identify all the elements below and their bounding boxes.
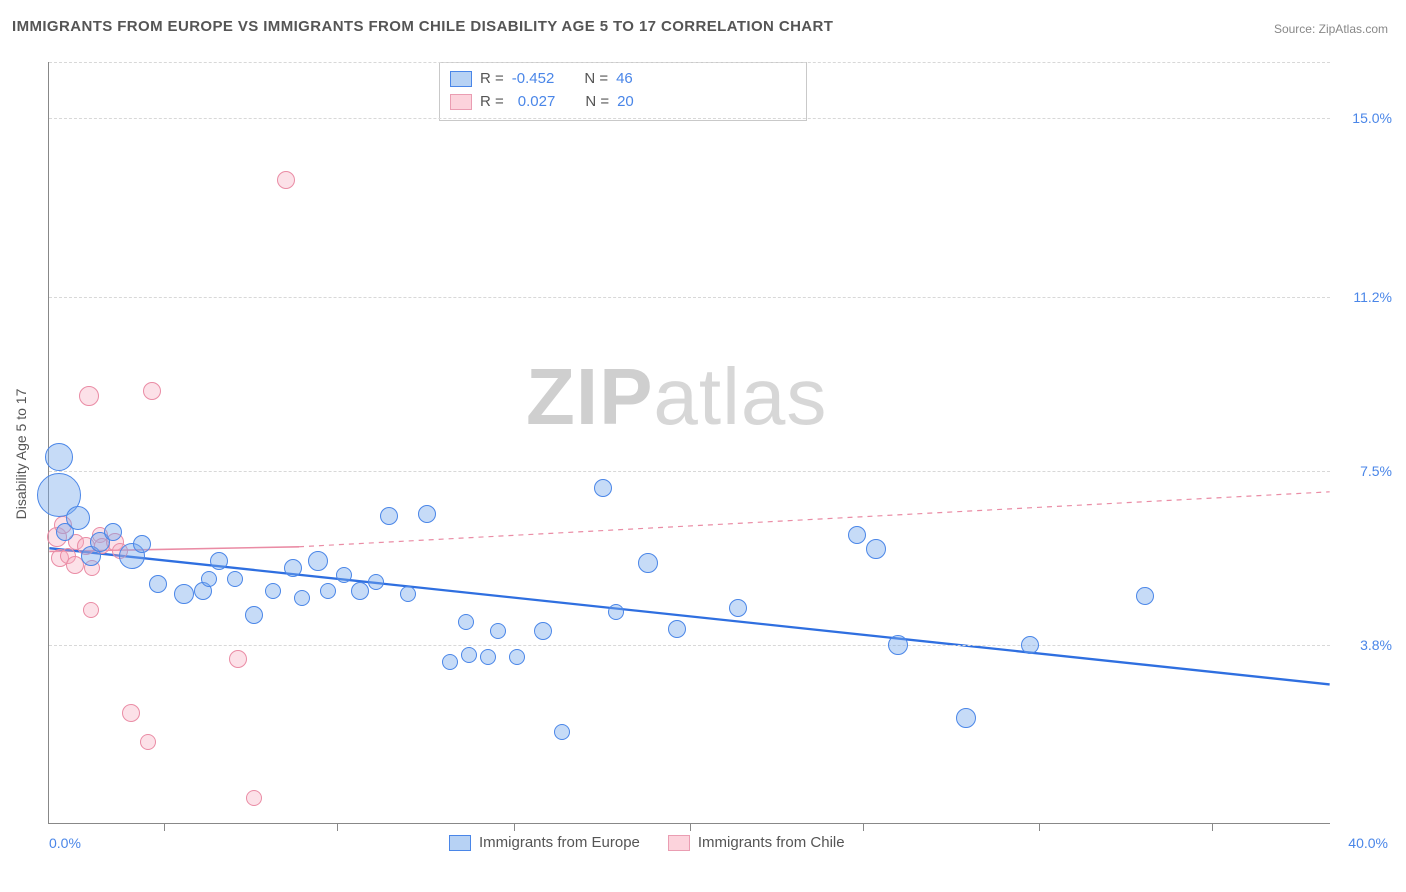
series-legend-item-blue: Immigrants from Europe <box>449 834 640 851</box>
data-point-blue <box>1136 587 1154 605</box>
data-point-blue <box>210 552 228 570</box>
data-point-blue <box>368 574 384 590</box>
data-point-blue <box>956 708 976 728</box>
swatch-pink-icon <box>450 94 472 110</box>
data-point-pink <box>143 382 161 400</box>
x-axis-max-label: 40.0% <box>1348 835 1388 851</box>
y-axis-label: Disability Age 5 to 17 <box>13 389 29 520</box>
data-point-blue <box>66 506 90 530</box>
stats-legend-row-blue: R = -0.452 N = 46 <box>450 67 796 90</box>
data-point-blue <box>400 586 416 602</box>
r-label: R = <box>480 67 504 90</box>
gridline-h <box>49 471 1330 472</box>
chart-title: IMMIGRANTS FROM EUROPE VS IMMIGRANTS FRO… <box>12 18 833 35</box>
data-point-blue <box>308 551 328 571</box>
series-legend: Immigrants from Europe Immigrants from C… <box>449 834 845 851</box>
data-point-blue <box>480 649 496 665</box>
series-label-blue: Immigrants from Europe <box>479 834 640 851</box>
r-label: R = <box>480 90 504 113</box>
data-point-blue <box>461 647 477 663</box>
gridline-h <box>49 62 1330 63</box>
x-tick <box>337 823 338 831</box>
swatch-blue-icon <box>450 71 472 87</box>
x-tick <box>164 823 165 831</box>
data-point-blue <box>104 523 122 541</box>
data-point-blue <box>380 507 398 525</box>
x-tick <box>514 823 515 831</box>
data-point-pink <box>277 171 295 189</box>
data-point-blue <box>284 559 302 577</box>
y-tick-label: 11.2% <box>1336 289 1392 305</box>
source-link[interactable]: ZipAtlas.com <box>1319 22 1388 36</box>
data-point-blue <box>418 505 436 523</box>
x-tick <box>1212 823 1213 831</box>
plot-area: ZIPatlas R = -0.452 N = 46 R = 0.027 N =… <box>48 62 1330 824</box>
y-tick-label: 15.0% <box>1336 110 1392 126</box>
data-point-blue <box>534 622 552 640</box>
source-label: Source: <box>1274 22 1315 36</box>
data-point-blue <box>608 604 624 620</box>
n-value-pink: 20 <box>617 90 634 113</box>
data-point-blue <box>866 539 886 559</box>
gridline-h <box>49 297 1330 298</box>
stats-legend-row-pink: R = 0.027 N = 20 <box>450 90 796 113</box>
n-label: N = <box>584 67 608 90</box>
y-tick-label: 7.5% <box>1336 463 1392 479</box>
x-axis-min-label: 0.0% <box>49 835 81 851</box>
watermark-rest: atlas <box>653 352 827 441</box>
data-point-blue <box>729 599 747 617</box>
data-point-blue <box>490 623 506 639</box>
data-point-blue <box>133 535 151 553</box>
n-label: N = <box>585 90 609 113</box>
data-point-blue <box>509 649 525 665</box>
r-value-blue: -0.452 <box>512 67 555 90</box>
swatch-pink-icon <box>668 835 690 851</box>
r-value-pink: 0.027 <box>518 90 556 113</box>
series-label-pink: Immigrants from Chile <box>698 834 845 851</box>
data-point-blue <box>888 635 908 655</box>
data-point-blue <box>638 553 658 573</box>
source-attribution: Source: ZipAtlas.com <box>1274 22 1388 36</box>
data-point-pink <box>79 386 99 406</box>
data-point-blue <box>1021 636 1039 654</box>
stats-legend: R = -0.452 N = 46 R = 0.027 N = 20 <box>439 62 807 121</box>
data-point-blue <box>554 724 570 740</box>
data-point-pink <box>122 704 140 722</box>
data-point-blue <box>265 583 281 599</box>
gridline-h <box>49 118 1330 119</box>
watermark-bold: ZIP <box>526 352 653 441</box>
data-point-pink <box>140 734 156 750</box>
data-point-pink <box>246 790 262 806</box>
y-tick-label: 3.8% <box>1336 637 1392 653</box>
watermark: ZIPatlas <box>526 351 827 443</box>
data-point-blue <box>294 590 310 606</box>
data-point-blue <box>320 583 336 599</box>
data-point-blue <box>458 614 474 630</box>
data-point-blue <box>174 584 194 604</box>
data-point-blue <box>442 654 458 670</box>
data-point-blue <box>149 575 167 593</box>
x-tick <box>1039 823 1040 831</box>
gridline-h <box>49 645 1330 646</box>
x-tick <box>690 823 691 831</box>
data-point-blue <box>351 582 369 600</box>
data-point-pink <box>83 602 99 618</box>
trend-lines <box>49 62 1330 823</box>
data-point-pink <box>229 650 247 668</box>
data-point-blue <box>336 567 352 583</box>
x-tick <box>863 823 864 831</box>
data-point-blue <box>227 571 243 587</box>
data-point-blue <box>201 571 217 587</box>
swatch-blue-icon <box>449 835 471 851</box>
data-point-blue <box>45 443 73 471</box>
data-point-blue <box>848 526 866 544</box>
n-value-blue: 46 <box>616 67 633 90</box>
data-point-blue <box>594 479 612 497</box>
data-point-blue <box>245 606 263 624</box>
data-point-blue <box>668 620 686 638</box>
series-legend-item-pink: Immigrants from Chile <box>668 834 845 851</box>
